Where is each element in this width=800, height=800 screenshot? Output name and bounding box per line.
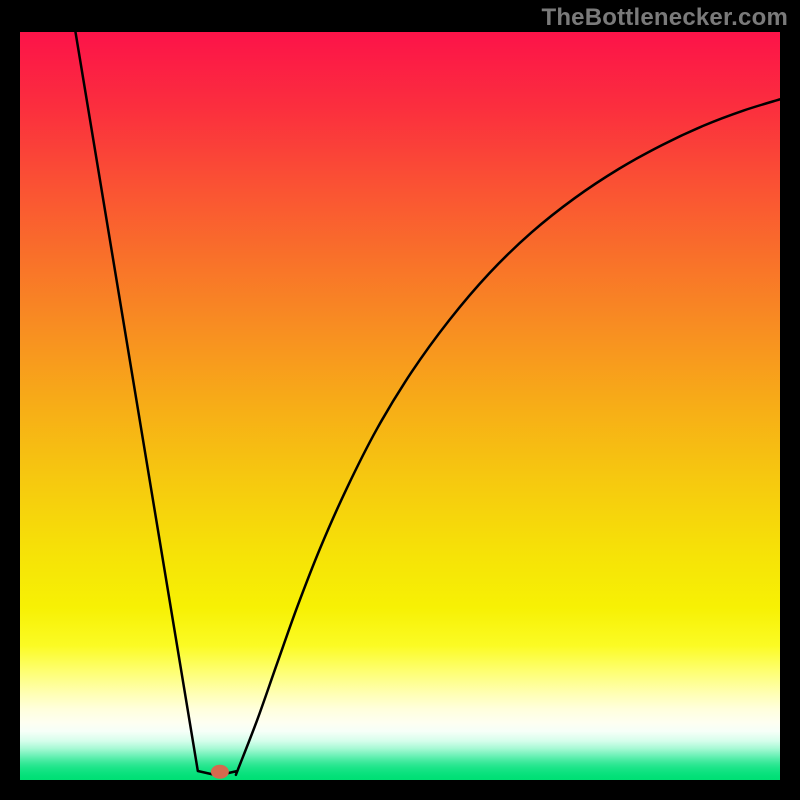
frame: TheBottlenecker.com xyxy=(0,0,800,800)
valley-marker xyxy=(211,765,229,779)
curve-layer xyxy=(20,32,780,780)
bottleneck-curve xyxy=(75,32,780,776)
plot-area xyxy=(20,32,780,780)
watermark-text: TheBottlenecker.com xyxy=(541,4,788,32)
